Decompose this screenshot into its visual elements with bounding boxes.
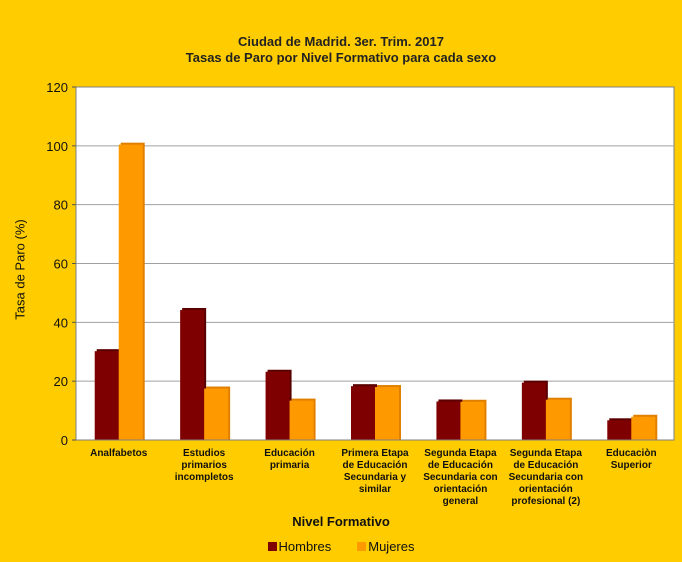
x-tick-label: Educación primaria	[264, 448, 315, 471]
x-tick-label: Estudios primarios incompletos	[175, 448, 234, 483]
bar-hombres	[351, 386, 375, 440]
legend-label-mujeres: Mujeres	[368, 539, 415, 554]
bar-hombres	[180, 309, 205, 440]
bar-mujeres	[460, 401, 485, 440]
y-tick-label: 40	[54, 315, 68, 330]
bar-mujeres	[204, 388, 229, 440]
bar-hombres	[436, 401, 461, 440]
legend-item-mujeres: Mujeres	[357, 539, 415, 554]
x-axis-label: Nivel Formativo	[292, 514, 390, 529]
x-tick-label: Analfabetos	[90, 448, 148, 459]
bar-hombres	[521, 382, 546, 440]
y-tick-label: 20	[54, 374, 68, 389]
x-tick-label: Primera Etapa de Educación Secundaria y sim…	[341, 448, 409, 495]
bar-hombres	[607, 420, 632, 440]
x-tick-label: Educaciòn Superior	[606, 448, 657, 471]
y-tick-label: 0	[61, 433, 68, 448]
bar-hombres	[265, 371, 290, 440]
y-tick-label: 80	[54, 198, 68, 213]
legend-item-hombres: Hombres	[267, 539, 332, 554]
y-tick-label: 120	[46, 80, 68, 95]
bar-mujeres	[545, 399, 570, 440]
legend-swatch-mujeres	[357, 542, 367, 551]
chart-subtitle: Tasas de Paro por Nivel Formativo para c…	[185, 50, 497, 65]
bar-mujeres	[118, 144, 143, 440]
bar-mujeres	[375, 387, 399, 440]
bar-mujeres	[289, 400, 314, 440]
legend-label-hombres: Hombres	[278, 539, 332, 554]
legend-swatch-hombres	[267, 542, 277, 551]
bar-hombres	[94, 351, 119, 440]
y-tick-label: 60	[54, 257, 68, 272]
x-tick-label: Segunda Etapa de Educación Secundaria con o…	[423, 448, 497, 507]
bar-mujeres	[631, 416, 656, 440]
y-tick-label: 100	[46, 139, 68, 154]
legend: Hombres Mujeres	[0, 539, 682, 554]
x-tick-label: Segunda Etapa de Educación Secundaria con o…	[509, 448, 583, 507]
chart-title: Ciudad de Madrid. 3er. Trim. 2017	[238, 34, 444, 49]
